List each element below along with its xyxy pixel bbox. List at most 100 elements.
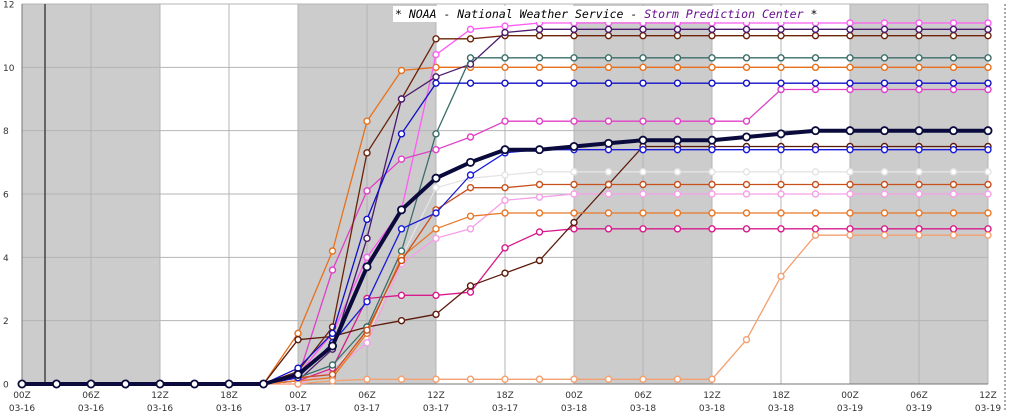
data-point	[363, 215, 371, 224]
data-point	[501, 244, 509, 252]
data-point	[294, 335, 302, 344]
data-point	[811, 190, 820, 198]
xtick-date-label: 03-18	[768, 404, 794, 414]
data-point	[155, 379, 165, 389]
data-point	[673, 145, 682, 154]
data-point	[949, 54, 958, 62]
data-point	[535, 256, 544, 265]
data-point	[811, 79, 820, 87]
data-point	[432, 183, 440, 192]
data-point	[915, 145, 923, 154]
data-point	[880, 54, 889, 62]
data-point	[777, 63, 785, 72]
data-point	[501, 269, 509, 277]
data-point	[397, 130, 406, 138]
data-point	[466, 79, 475, 87]
data-point	[811, 168, 820, 176]
data-point	[570, 79, 578, 87]
data-point	[846, 225, 854, 233]
data-point	[535, 63, 544, 72]
data-point	[466, 171, 475, 179]
data-point	[535, 117, 544, 125]
ytick-label: 4	[3, 254, 9, 264]
data-point	[742, 168, 751, 176]
title-part-1: * NOAA - National Weather Service -	[395, 7, 644, 21]
data-point	[466, 282, 475, 290]
xtick-date-label: 03-17	[423, 404, 449, 414]
xtick-hour-label: 12Z	[151, 391, 169, 401]
data-point	[915, 225, 923, 233]
data-point	[604, 168, 613, 176]
data-point	[294, 380, 302, 388]
data-point	[811, 145, 820, 154]
data-point	[569, 141, 579, 151]
xtick-hour-label: 06Z	[358, 391, 376, 401]
data-point	[466, 35, 475, 43]
xtick-hour-label: 18Z	[220, 391, 238, 401]
data-point	[327, 341, 337, 351]
data-point	[397, 375, 406, 383]
data-point	[570, 25, 578, 34]
data-point	[880, 19, 889, 27]
ytick-label: 0	[3, 381, 9, 391]
data-point	[742, 225, 751, 233]
data-point	[604, 138, 614, 148]
xtick-date-label: 03-19	[837, 404, 863, 414]
xtick-hour-label: 00Z	[565, 391, 583, 401]
xtick-date-label: 03-17	[354, 404, 380, 414]
data-point	[328, 377, 337, 385]
data-point	[673, 135, 683, 145]
data-point	[604, 79, 613, 87]
data-point	[708, 375, 716, 383]
data-point	[432, 225, 440, 233]
data-point	[501, 63, 509, 72]
data-point	[708, 180, 716, 189]
data-point	[915, 231, 923, 239]
data-point	[363, 117, 371, 125]
data-point	[604, 209, 613, 217]
data-point	[397, 316, 406, 325]
data-point	[258, 379, 268, 389]
xtick-date-label: 03-18	[699, 404, 725, 414]
data-point	[811, 225, 820, 233]
data-point	[604, 225, 613, 233]
data-point	[949, 225, 958, 233]
data-point	[535, 180, 544, 189]
xtick-hour-label: 06Z	[82, 391, 100, 401]
data-point	[880, 225, 889, 233]
xtick-date-label: 03-16	[9, 404, 35, 414]
data-point	[224, 379, 234, 389]
data-point	[880, 85, 889, 94]
data-point	[673, 54, 682, 62]
data-point	[52, 379, 62, 389]
data-point	[121, 379, 131, 389]
data-point	[673, 117, 682, 125]
data-point	[570, 190, 578, 198]
data-point	[811, 63, 820, 72]
data-point	[466, 133, 475, 141]
ytick-label: 2	[3, 317, 9, 327]
data-point	[742, 31, 751, 40]
data-point	[397, 66, 406, 75]
data-point	[984, 225, 992, 233]
data-point	[363, 375, 371, 383]
data-point	[501, 183, 509, 192]
data-point	[915, 209, 923, 217]
data-point	[432, 130, 440, 138]
data-point	[846, 209, 854, 217]
data-point	[673, 79, 682, 87]
data-point	[846, 54, 854, 62]
data-point	[880, 190, 889, 198]
data-point	[604, 375, 613, 383]
data-point	[535, 54, 544, 62]
data-point	[501, 79, 509, 87]
data-point	[397, 95, 406, 103]
data-point	[397, 247, 406, 255]
xtick-date-label: 03-16	[78, 404, 104, 414]
data-point	[535, 31, 544, 40]
data-point	[742, 335, 751, 344]
data-point	[880, 126, 890, 136]
data-point	[604, 31, 613, 40]
data-point	[742, 180, 751, 189]
